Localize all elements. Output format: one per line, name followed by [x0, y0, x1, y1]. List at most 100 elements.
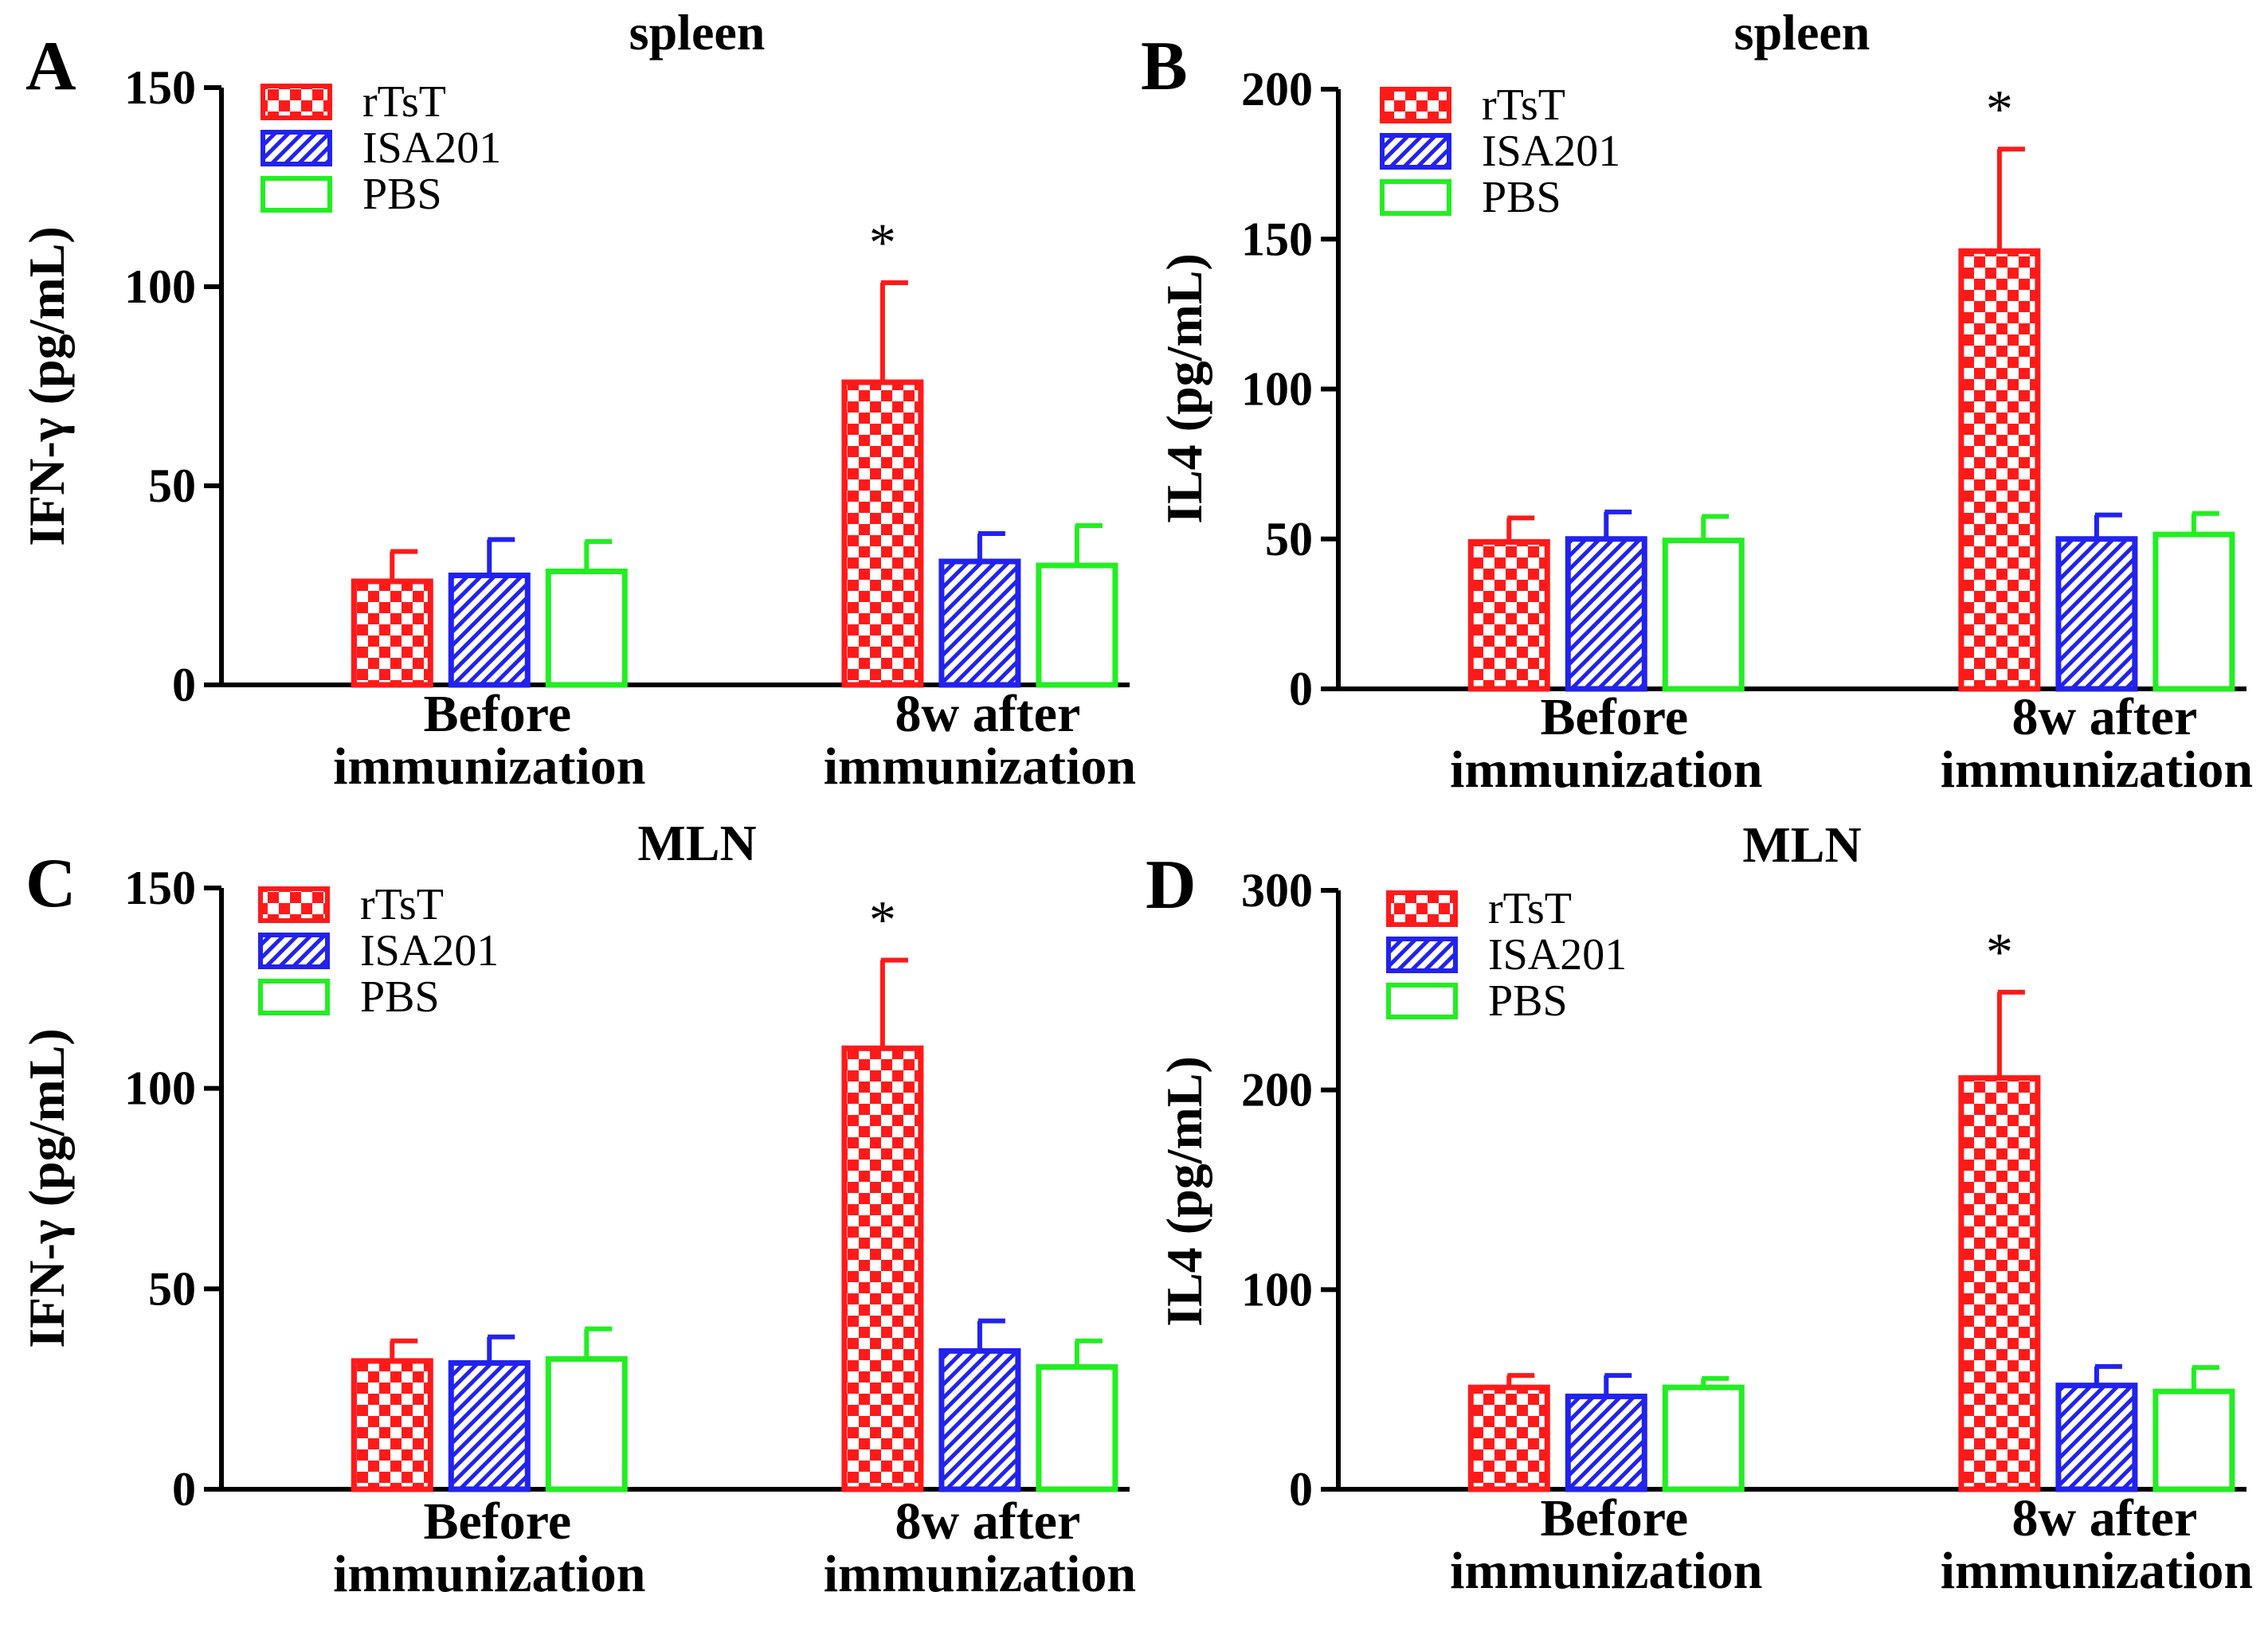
x-category-label: 8w after	[895, 1492, 1081, 1551]
y-tick-label: 150	[124, 862, 196, 914]
y-tick-label: 0	[172, 1463, 196, 1516]
legend-label-rTsT: rTsT	[360, 880, 444, 929]
significance-star: *	[1986, 921, 2013, 982]
legend-label-PBS: PBS	[360, 972, 440, 1022]
legend-swatch-ISA201	[1386, 937, 1458, 973]
legend-swatch-rTsT	[1386, 890, 1458, 927]
bar-rTsT-before	[351, 1358, 433, 1492]
y-tick-label: 150	[1241, 213, 1313, 265]
bar-PBS-before	[1662, 538, 1745, 692]
bar-ISA201-8w-after	[938, 1347, 1021, 1492]
significance-star: *	[869, 212, 896, 272]
x-category-label: Before	[1540, 1489, 1688, 1547]
panel-title: spleen	[1734, 4, 1870, 61]
bar-PBS-before	[1662, 1384, 1745, 1492]
y-tick-label: 50	[1265, 513, 1313, 565]
legend-swatch-PBS	[1386, 983, 1458, 1019]
bar-rTsT-8w-after	[841, 379, 924, 688]
y-tick-label: 50	[148, 1262, 196, 1315]
bar-ISA201-8w-after	[2055, 1383, 2138, 1492]
y-tick-label: 200	[1241, 63, 1313, 115]
x-category-label: 8w after	[895, 685, 1081, 743]
panel-letter: A	[25, 28, 76, 105]
x-category-label: immunization	[333, 1545, 645, 1603]
x-category-label: immunization	[1450, 741, 1762, 799]
panel-title: MLN	[637, 815, 756, 871]
bar-rTsT-before	[351, 578, 433, 688]
bar-PBS-8w-after	[1036, 562, 1118, 688]
legend-label-ISA201: ISA201	[1488, 930, 1627, 980]
bar-ISA201-8w-after	[2055, 536, 2138, 692]
legend-swatch-ISA201	[260, 130, 332, 166]
panel-C: C MLN 0 50 100 150 IFN-γ (pg/mL) Beforeimmuniza…	[18, 815, 1136, 1603]
bar-rTsT-8w-after	[1958, 248, 2041, 692]
legend-swatch-PBS	[258, 979, 330, 1015]
y-tick-label: 50	[148, 460, 196, 512]
x-category-label: 8w after	[2012, 1489, 2198, 1547]
y-tick-label: 100	[124, 260, 196, 313]
bar-PBS-before	[545, 569, 628, 688]
legend-swatch-PBS	[260, 176, 332, 213]
bar-PBS-8w-after	[2152, 531, 2235, 692]
x-category-label: immunization	[333, 737, 645, 796]
legend-swatch-ISA201	[258, 933, 330, 969]
legend-label-PBS: PBS	[1482, 173, 1561, 222]
legend-label-rTsT: rTsT	[1488, 884, 1572, 933]
panel-letter: C	[25, 845, 76, 922]
bar-rTsT-before	[1467, 539, 1550, 692]
legend-label-PBS: PBS	[362, 170, 442, 219]
legend-swatch-rTsT	[258, 886, 330, 923]
y-axis-label: IFN-γ (pg/mL)	[18, 226, 75, 546]
significance-star: *	[1986, 78, 2013, 139]
x-category-label: 8w after	[2012, 688, 2198, 746]
y-axis-label: IFN-γ (pg/mL)	[18, 1028, 75, 1347]
x-category-label: immunization	[1941, 1542, 2253, 1600]
y-tick-label: 300	[1241, 864, 1313, 917]
y-axis-label: IL4 (pg/mL)	[1156, 253, 1212, 524]
bar-ISA201-8w-after	[938, 558, 1021, 688]
bar-ISA201-before	[448, 1359, 531, 1492]
bar-rTsT-before	[1467, 1384, 1550, 1492]
y-tick-label: 100	[1241, 1263, 1313, 1316]
y-tick-label: 200	[1241, 1064, 1313, 1117]
legend-label-ISA201: ISA201	[1482, 127, 1620, 176]
y-axis-label: IL4 (pg/mL)	[1156, 1056, 1212, 1327]
panel-title: spleen	[629, 4, 766, 61]
legend-swatch-PBS	[1380, 179, 1451, 216]
y-tick-label: 0	[172, 659, 196, 711]
x-category-label: immunization	[1941, 741, 2253, 799]
bar-rTsT-8w-after	[841, 1045, 924, 1492]
x-category-label: Before	[1540, 688, 1688, 746]
x-category-label: Before	[423, 1492, 571, 1551]
y-tick-label: 0	[1289, 1463, 1313, 1516]
x-category-label: immunization	[824, 737, 1136, 796]
legend-swatch-ISA201	[1380, 133, 1451, 170]
bar-PBS-8w-after	[2152, 1388, 2235, 1492]
y-tick-label: 100	[124, 1062, 196, 1115]
x-category-label: Before	[423, 685, 571, 743]
y-tick-label: 100	[1241, 363, 1313, 416]
bar-ISA201-before	[448, 573, 531, 688]
bar-ISA201-before	[1565, 536, 1647, 692]
panel-letter: B	[1141, 28, 1188, 105]
bar-ISA201-before	[1565, 1393, 1647, 1492]
panel-letter: D	[1146, 847, 1197, 924]
y-tick-label: 150	[124, 61, 196, 114]
significance-star: *	[869, 890, 896, 950]
legend-label-ISA201: ISA201	[360, 926, 499, 976]
legend-swatch-rTsT	[1380, 87, 1451, 123]
legend-label-PBS: PBS	[1488, 976, 1568, 1026]
legend-swatch-rTsT	[260, 84, 332, 120]
bar-PBS-8w-after	[1036, 1363, 1118, 1492]
panel-title: MLN	[1742, 816, 1861, 873]
x-category-label: immunization	[1450, 1542, 1762, 1600]
legend-label-rTsT: rTsT	[362, 77, 446, 127]
